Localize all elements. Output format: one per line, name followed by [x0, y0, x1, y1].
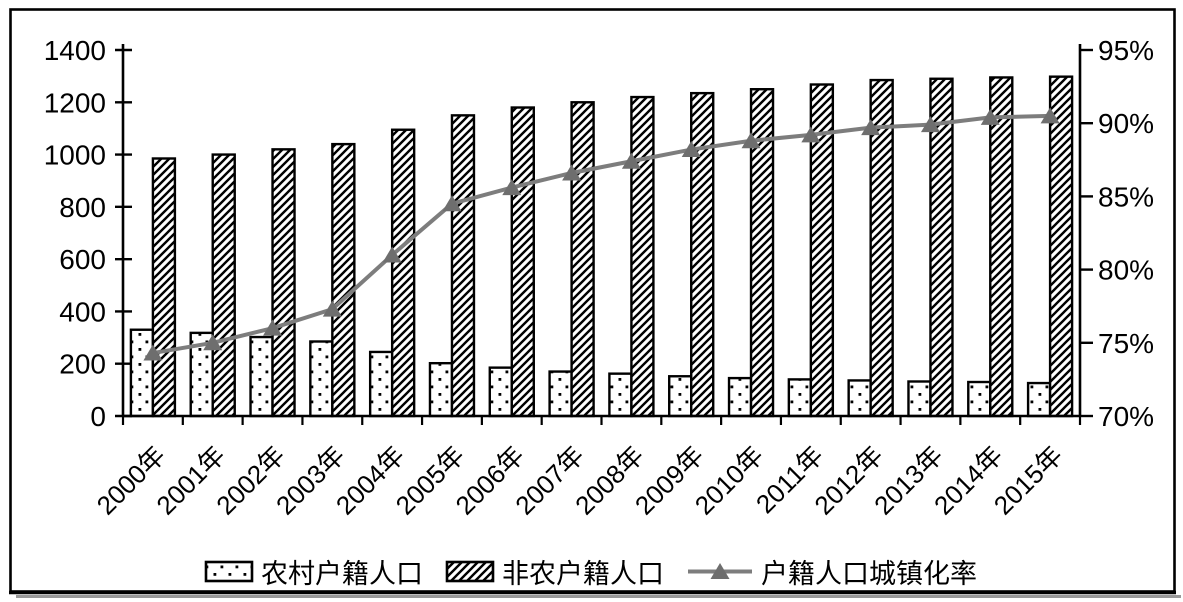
bar — [271, 148, 296, 418]
right-axis-label: 85% — [1098, 181, 1154, 212]
bar — [630, 95, 655, 418]
legend-item-1: 非农户籍人口 — [445, 559, 664, 589]
right-axis-label: 90% — [1098, 108, 1154, 139]
left-axis-label: 200 — [59, 349, 106, 380]
right-axis-label: 80% — [1098, 255, 1154, 286]
bar — [907, 380, 932, 418]
left-axis-label: 1000 — [44, 140, 106, 171]
right-axis-label: 95% — [1098, 35, 1154, 66]
urbanization-rate-line — [152, 113, 1051, 356]
legend-label: 农村户籍人口 — [261, 559, 423, 589]
triangle-marker — [621, 152, 641, 169]
bar — [428, 361, 454, 418]
bar — [151, 157, 177, 418]
left-axis-label: 1200 — [44, 87, 106, 118]
bar — [309, 340, 334, 418]
bar — [548, 370, 573, 418]
bar-series-group — [129, 75, 1074, 418]
bar — [608, 372, 633, 418]
bar — [249, 335, 274, 418]
bar — [787, 378, 813, 418]
triangle-marker — [263, 319, 283, 336]
legend-item-2: 户籍人口城镇化率 — [688, 559, 977, 589]
legend-label: 户籍人口城镇化率 — [761, 559, 977, 589]
triangle-marker — [681, 141, 701, 158]
bar — [967, 380, 992, 418]
triangle-marker — [203, 334, 223, 351]
bar — [668, 375, 693, 418]
bar — [847, 379, 872, 418]
left-axis-label: 800 — [59, 192, 106, 223]
triangle-marker — [562, 164, 582, 181]
triangle-marker — [980, 108, 1000, 125]
right-axis-label: 70% — [1098, 401, 1154, 432]
left-axis-label: 400 — [59, 296, 106, 327]
triangle-marker — [1040, 107, 1060, 124]
legend-item-0: 农村户籍人口 — [204, 559, 423, 589]
bar — [450, 114, 476, 418]
left-axis-label: 600 — [59, 244, 106, 275]
bar — [368, 350, 394, 418]
bar — [331, 142, 356, 418]
bar — [488, 366, 513, 418]
triangle-marker — [801, 126, 821, 143]
triangle-marker — [502, 179, 522, 196]
triangle-marker — [741, 132, 761, 149]
bar — [1048, 75, 1074, 418]
bar — [690, 91, 715, 418]
legend: 农村户籍人口 非农户籍人口 户籍人口城镇化率 — [204, 559, 977, 589]
bar — [129, 328, 155, 418]
triangle-marker — [442, 195, 462, 212]
left-axis-label: 1400 — [44, 35, 106, 66]
bar — [727, 376, 753, 418]
right-axis-label: 75% — [1098, 328, 1154, 359]
bar — [1026, 381, 1052, 418]
bar-series-0 — [129, 328, 1052, 418]
triangle-marker — [143, 344, 163, 361]
legend-swatch-dots — [204, 560, 254, 583]
triangle-marker — [920, 116, 940, 133]
legend-label: 非农户籍人口 — [502, 559, 664, 589]
triangle-marker — [861, 119, 881, 136]
bar — [989, 76, 1014, 418]
line-series-group — [143, 107, 1060, 361]
legend-triangle-marker — [710, 563, 730, 579]
left-axis-label: 0 — [90, 401, 106, 432]
bar — [390, 128, 416, 418]
triangle-marker — [382, 246, 402, 263]
bar — [570, 101, 595, 418]
bar — [211, 153, 236, 418]
legend-swatch-hatch — [445, 560, 495, 583]
triangle-marker — [322, 300, 342, 317]
bar — [510, 106, 535, 418]
